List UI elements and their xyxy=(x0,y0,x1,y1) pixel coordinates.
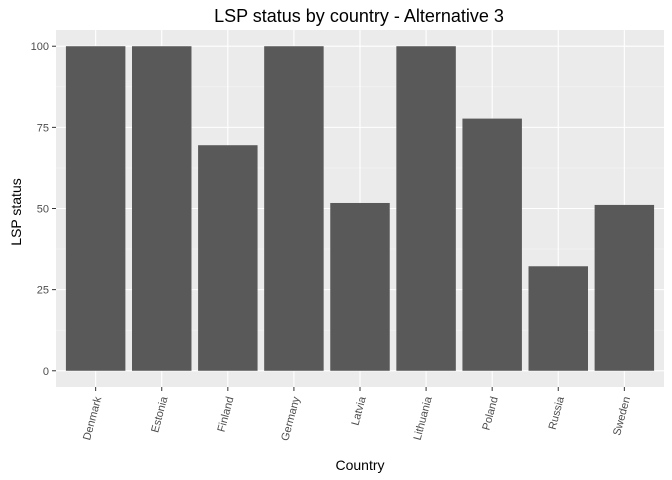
bar-latvia xyxy=(330,202,390,371)
y-axis-title: LSP status xyxy=(8,178,24,245)
y-tick-label: 25 xyxy=(37,285,49,297)
chart-title: LSP status by country - Alternative 3 xyxy=(214,6,504,26)
y-tick-label: 50 xyxy=(37,204,49,216)
x-tick-label-germany: Germany xyxy=(279,395,302,442)
x-axis-title: Country xyxy=(335,457,384,473)
bar-lithuania xyxy=(396,46,456,371)
bar-sweden xyxy=(594,204,655,371)
y-axis-ticks: 0 25 50 75 100 xyxy=(31,41,56,378)
y-tick-label: 0 xyxy=(43,366,49,378)
bar-russia xyxy=(528,266,588,371)
bar-poland xyxy=(462,118,522,371)
y-tick-label: 100 xyxy=(31,41,49,53)
x-tick-label-denmark: Denmark xyxy=(81,395,104,442)
bar-germany xyxy=(264,46,324,371)
y-tick-label: 75 xyxy=(37,122,49,134)
x-tick-label-sweden: Sweden xyxy=(611,395,633,437)
x-tick-label-russia: Russia xyxy=(547,395,568,431)
x-tick-label-latvia: Latvia xyxy=(350,395,369,427)
bar-denmark xyxy=(65,46,126,371)
bar-finland xyxy=(198,145,258,371)
bars xyxy=(65,46,655,371)
x-tick-label-finland: Finland xyxy=(216,395,237,433)
x-tick-label-estonia: Estonia xyxy=(149,395,170,434)
bar-estonia xyxy=(132,46,192,371)
x-tick-label-poland: Poland xyxy=(480,395,500,431)
x-tick-label-lithuania: Lithuania xyxy=(412,395,435,442)
x-axis-ticks: Denmark Estonia Finland Germany Latvia Lithua… xyxy=(81,387,633,442)
